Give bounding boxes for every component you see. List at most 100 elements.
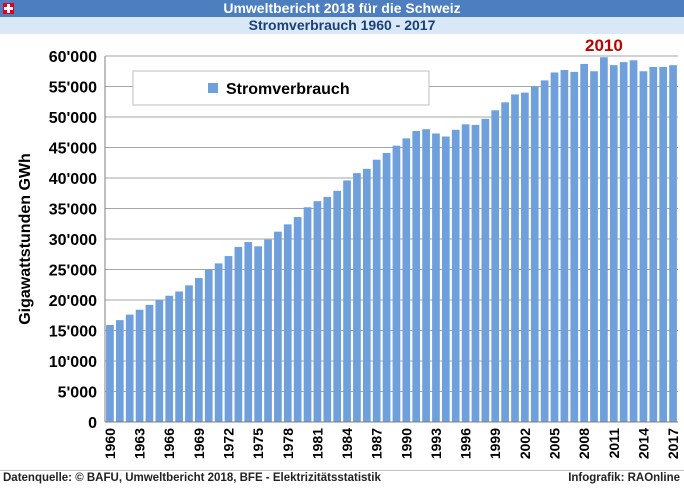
bar xyxy=(521,92,529,422)
x-tick-label: 1981 xyxy=(309,428,325,459)
x-tick-label: 1987 xyxy=(369,428,385,459)
bar-series xyxy=(106,57,677,423)
bar xyxy=(412,131,421,422)
y-tick-label: 20'000 xyxy=(49,293,97,310)
bar xyxy=(590,71,598,422)
bar xyxy=(659,66,668,423)
bar xyxy=(511,94,519,423)
bar xyxy=(372,159,381,422)
data-source: Datenquelle: © BAFU, Umweltbericht 2018,… xyxy=(3,472,381,484)
x-tick-label: 2005 xyxy=(547,428,563,459)
x-tick-label: 2014 xyxy=(635,428,651,459)
bar xyxy=(432,133,440,422)
bar xyxy=(106,325,114,422)
y-tick-label: 5'000 xyxy=(58,385,98,402)
x-tick-label: 1966 xyxy=(161,428,177,459)
bar xyxy=(481,118,490,422)
bar xyxy=(471,124,480,423)
bar xyxy=(155,300,164,422)
bar xyxy=(204,269,213,422)
bar xyxy=(283,224,292,422)
x-tick-label: 1975 xyxy=(250,428,266,459)
x-tick-label: 1969 xyxy=(191,428,207,459)
bar xyxy=(560,70,569,422)
x-tick-label: 1963 xyxy=(132,428,148,459)
bar xyxy=(609,65,618,423)
bar xyxy=(580,63,588,423)
y-tick-label: 25'000 xyxy=(49,263,97,280)
y-tick-label: 60'000 xyxy=(49,49,97,66)
y-tick-label: 10'000 xyxy=(49,354,97,371)
bar xyxy=(214,263,223,422)
y-tick-label: 45'000 xyxy=(49,141,97,158)
bar xyxy=(669,65,677,423)
bar xyxy=(175,291,183,422)
x-tick-label: 1996 xyxy=(458,428,474,459)
legend-swatch xyxy=(208,83,218,93)
infographic-credit: Infografik: RAOnline xyxy=(568,472,680,484)
y-tick-label: 40'000 xyxy=(49,171,97,188)
bar xyxy=(313,201,322,422)
chart-subtitle: Stromverbrauch 1960 - 2017 xyxy=(248,17,436,33)
bar xyxy=(451,129,460,422)
bar xyxy=(441,136,450,422)
bar xyxy=(422,129,430,422)
y-tick-label: 35'000 xyxy=(49,202,97,219)
bar xyxy=(619,62,628,422)
x-tick-label: 2011 xyxy=(606,428,622,459)
y-tick-label: 30'000 xyxy=(49,232,97,249)
swiss-flag-icon xyxy=(3,3,14,14)
x-tick-label: 1999 xyxy=(487,428,503,459)
bar xyxy=(264,239,272,422)
legend-box xyxy=(132,70,430,106)
bar xyxy=(234,246,243,422)
bar xyxy=(343,180,351,422)
bar xyxy=(293,217,302,422)
bar xyxy=(639,71,648,422)
page-title: Umweltbericht 2018 für die Schweiz xyxy=(223,0,461,16)
bar xyxy=(145,304,154,422)
bar xyxy=(392,145,401,423)
bar xyxy=(303,207,312,422)
bar xyxy=(540,80,549,423)
bar xyxy=(115,320,124,422)
bar xyxy=(195,278,203,422)
x-tick-label: 2008 xyxy=(576,428,592,459)
bar xyxy=(461,124,470,422)
x-tick-label: 1990 xyxy=(398,428,414,459)
bar xyxy=(600,57,608,422)
bar xyxy=(382,152,391,422)
x-tick-label: 2017 xyxy=(665,428,681,459)
title-bar xyxy=(0,0,684,17)
x-tick-label: 1993 xyxy=(428,428,444,459)
bar xyxy=(165,295,174,422)
bar xyxy=(570,71,579,423)
bar xyxy=(244,242,253,422)
subtitle-bar xyxy=(0,17,684,34)
x-tick-label: 1984 xyxy=(339,428,355,459)
bar xyxy=(224,256,233,422)
chart-area: 0 5'000 10'000 15'000 20'000 25'000 30'000 35'0… xyxy=(17,36,681,459)
y-axis-ticks: 0 5'000 10'000 15'000 20'000 25'000 30'000 35'0… xyxy=(49,49,97,432)
x-tick-label: 1978 xyxy=(280,428,296,459)
peak-annotation: 2010 xyxy=(585,36,623,55)
x-axis-ticks: 1960 1963 1966 1969 1972 1975 1978 1981 1984 1987… xyxy=(102,428,681,459)
x-tick-label: 1960 xyxy=(102,428,118,459)
bar xyxy=(135,309,144,422)
bar xyxy=(501,102,509,423)
bar xyxy=(491,110,500,422)
bar xyxy=(254,246,262,422)
y-tick-label: 0 xyxy=(88,415,97,432)
y-axis-label: Gigawattstunden GWh xyxy=(17,153,34,325)
bar xyxy=(530,86,539,422)
y-tick-label: 15'000 xyxy=(49,324,97,341)
bar xyxy=(362,168,371,422)
bar xyxy=(550,72,559,422)
x-tick-label: 1972 xyxy=(220,428,236,459)
bar xyxy=(323,196,332,422)
bar xyxy=(274,231,282,422)
y-tick-label: 50'000 xyxy=(49,110,97,127)
footer xyxy=(0,470,684,489)
bar xyxy=(333,190,342,422)
x-tick-label: 2002 xyxy=(517,428,533,459)
